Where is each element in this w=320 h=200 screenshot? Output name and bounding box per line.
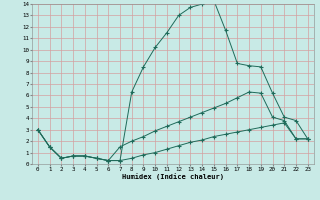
X-axis label: Humidex (Indice chaleur): Humidex (Indice chaleur): [122, 173, 224, 180]
